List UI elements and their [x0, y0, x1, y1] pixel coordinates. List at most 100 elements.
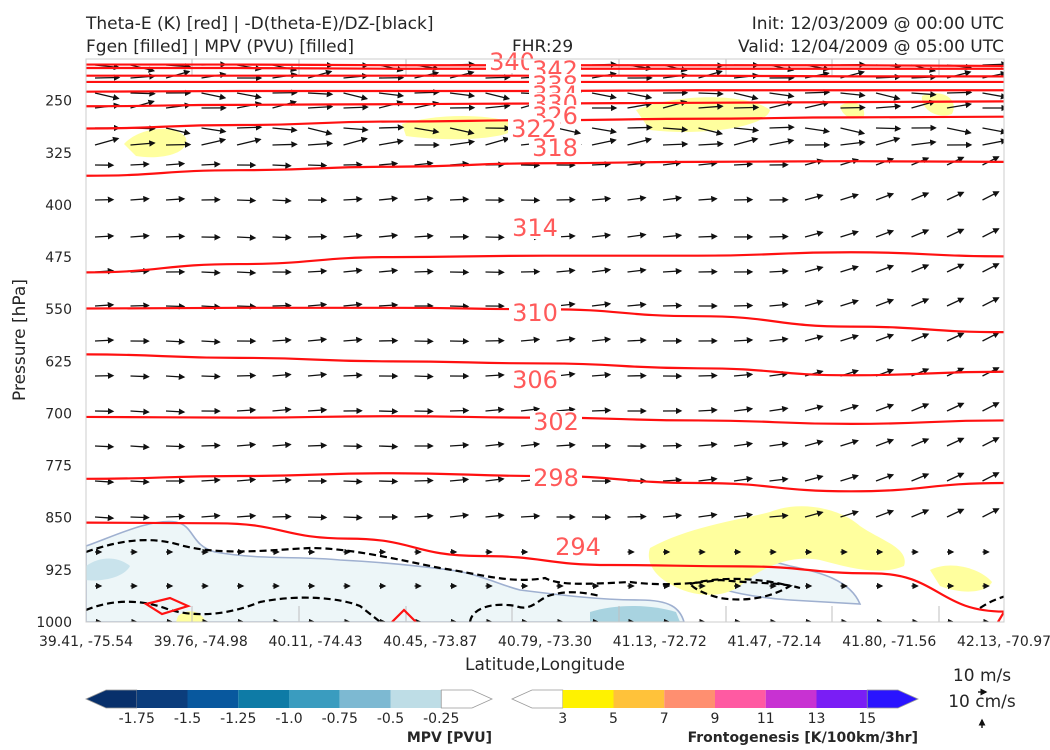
colorbar-tick-label: 13	[808, 711, 826, 727]
wind-vector-arrow	[343, 92, 369, 101]
colorbar-segment	[390, 690, 442, 708]
wind-vector-arrow	[840, 474, 859, 482]
theta-e-contour-line	[86, 521, 1004, 613]
wind-vector-arrow	[236, 269, 257, 276]
wind-vector-arrow	[485, 441, 505, 448]
horizontal-reference-label: 10 m/s	[953, 666, 1011, 686]
wind-vector-arrow	[236, 372, 257, 379]
wind-vector-arrow	[414, 373, 434, 380]
wind-vector-arrow	[698, 407, 718, 414]
wind-vector-arrow	[272, 441, 292, 449]
wind-vector-arrow	[804, 404, 824, 412]
colorbar-segment	[765, 690, 817, 708]
wind-vector-arrow	[591, 371, 612, 379]
theta-e-contour-label: 310	[512, 299, 558, 327]
wind-vector-arrow	[591, 407, 612, 414]
colorbar-segment	[613, 690, 665, 708]
wind-vector-arrow	[272, 476, 292, 484]
wind-vector-arrow	[556, 441, 576, 449]
wind-vector-arrow	[804, 474, 824, 482]
wind-vector-arrow	[698, 441, 718, 449]
wind-vector-arrow	[414, 160, 434, 167]
stability-contour-east	[689, 577, 793, 601]
wind-vector-arrow	[769, 512, 789, 520]
vertical-gridlines	[86, 59, 940, 622]
wind-vector-arrow	[378, 232, 399, 239]
wind-vector-arrow	[982, 332, 1000, 342]
wind-vector-arrow	[946, 263, 965, 273]
wind-vector-arrow	[130, 140, 156, 147]
x-tick-label: 39.76, -74.98	[154, 634, 248, 650]
wind-vector-arrow	[94, 136, 120, 146]
fgen-colorbar: 3 5 7 9 11 13 15	[511, 689, 919, 727]
wind-vector-arrow	[769, 371, 789, 378]
wind-vector-arrow	[236, 303, 257, 310]
wind-vector-arrow	[662, 195, 683, 202]
wind-vector-arrow	[165, 127, 191, 136]
wind-vector-arrow	[840, 193, 859, 201]
wind-vector-arrow	[591, 195, 612, 203]
wind-vector-arrow	[911, 298, 930, 307]
wind-vector-arrow	[307, 371, 328, 379]
x-tick-label: 41.80, -71.56	[842, 634, 936, 650]
wind-vector-arrow	[591, 92, 617, 100]
wind-vector-arrow	[733, 337, 754, 344]
wind-vector-arrow	[875, 229, 895, 238]
wind-vector-arrow	[662, 476, 683, 484]
wind-vector-arrow	[840, 334, 859, 342]
wind-vector-arrow	[201, 92, 227, 101]
colorbar-segment	[715, 690, 766, 708]
wind-vector-arrow	[946, 228, 965, 238]
colorbar-tick-label: 15	[858, 711, 876, 727]
mpv-fill-region	[86, 520, 685, 622]
wind-vector-arrow	[769, 405, 789, 413]
wind-vector-arrow	[307, 90, 334, 98]
wind-vector-arrow	[627, 513, 647, 520]
wind-vector-arrow	[449, 512, 470, 519]
wind-vector-arrow	[946, 472, 965, 482]
wind-vector-arrow	[556, 127, 582, 136]
theta-e-contour-label: 306	[512, 366, 558, 394]
wind-vector-arrow	[272, 162, 292, 169]
wind-vector-arrow	[130, 302, 150, 309]
wind-vector-arrow	[307, 301, 328, 309]
wind-vector-arrow	[733, 92, 759, 101]
stability-contour-mid	[468, 591, 601, 622]
wind-vector-arrow	[698, 476, 718, 483]
mpv-colorbar-title: MPV [PVU]	[407, 730, 492, 746]
wind-vector-arrow	[343, 104, 369, 111]
wind-vector-arrow	[343, 232, 363, 240]
wind-vector-arrow	[662, 267, 683, 275]
wind-vector-arrow	[804, 299, 824, 307]
wind-vector-arrow	[130, 90, 156, 97]
wind-vector-arrow	[804, 439, 824, 447]
wind-vector-arrow	[165, 373, 186, 381]
wind-vector-arrow	[982, 263, 1000, 273]
wind-vector-arrow	[449, 196, 470, 203]
wind-vector-arrow	[875, 125, 902, 132]
theta-e-small-contour-1	[143, 596, 192, 616]
wind-vector-arrow	[130, 443, 150, 451]
wind-vector-arrow	[946, 402, 965, 412]
wind-vector-arrow	[449, 441, 470, 449]
wind-vector-arrow	[378, 408, 399, 415]
wind-vector-arrow	[946, 437, 965, 447]
wind-vector-arrow	[94, 92, 120, 101]
wind-vector-arrow	[946, 508, 965, 518]
wind-vector-arrow	[875, 192, 895, 201]
wind-vector-arrow	[733, 302, 754, 309]
vertical-reference-label: 10 cm/s	[948, 692, 1016, 712]
colorbar-segment	[85, 689, 138, 709]
wind-vector-arrow	[698, 195, 718, 203]
wind-vector-arrow	[840, 104, 866, 111]
y-axis-ticks: 250 325 400 475 550 625 700 775 850 925 1000	[36, 94, 72, 631]
wind-vector-arrow	[804, 334, 824, 342]
wind-vector-arrow	[875, 92, 901, 101]
wind-vector-arrow	[236, 441, 257, 449]
theta-e-contour-label: 314	[512, 214, 558, 242]
wind-vector-arrow	[804, 265, 824, 273]
wind-vector-arrow	[307, 514, 328, 521]
wind-vector-arrow	[946, 89, 973, 96]
wind-vector-arrow	[733, 126, 760, 134]
wind-vector-arrow	[769, 476, 789, 483]
